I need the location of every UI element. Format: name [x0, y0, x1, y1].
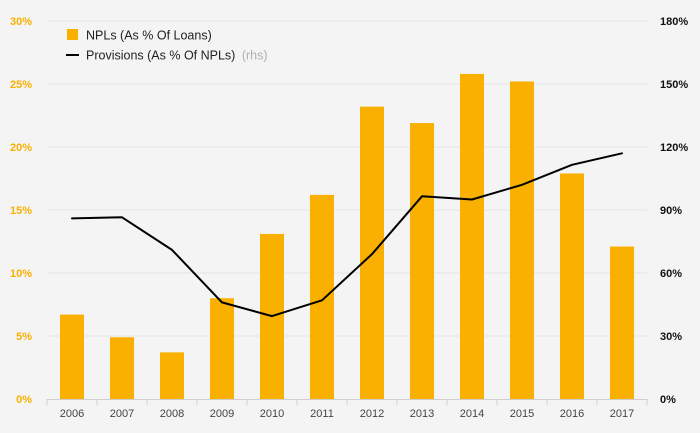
npl-bar — [210, 298, 234, 399]
y-right-tick-label: 0% — [660, 394, 676, 406]
y-left-tick-label: 25% — [10, 79, 32, 91]
legend-label-npl: NPLs (As % Of Loans) — [86, 29, 212, 43]
x-tick-label: 2011 — [310, 408, 334, 420]
x-tick-label: 2017 — [610, 408, 634, 420]
y-right-tick-label: 60% — [660, 268, 682, 280]
x-tick-label: 2013 — [410, 408, 434, 420]
x-tick-label: 2007 — [110, 408, 134, 420]
axes: 0% 5% 10% 15% 20% 25% 30% 0% 30% 60% 90% 120% 150% 18… — [10, 16, 688, 420]
provisions-line-layer — [71, 152, 623, 318]
npl-bar — [310, 194, 334, 399]
npl-bars — [60, 73, 634, 400]
npl-bar — [160, 352, 184, 399]
x-tick-label: 2010 — [260, 408, 284, 420]
x-tick-label: 2009 — [210, 408, 234, 420]
y-right-tick-label: 150% — [660, 79, 688, 91]
npl-bar — [110, 337, 134, 399]
y-left-tick-label: 10% — [10, 268, 32, 280]
npl-bar — [410, 123, 434, 399]
y-left-tick-label: 0% — [16, 394, 32, 406]
npl-bar — [510, 81, 534, 399]
y-right-tick-label: 120% — [660, 142, 688, 154]
y-left-tick-label: 15% — [10, 205, 32, 217]
npl-bar — [560, 173, 584, 399]
npl-bar — [460, 73, 484, 400]
npl-bar — [60, 314, 84, 399]
legend: NPLs (As % Of Loans) Provisions (As % Of… — [66, 29, 268, 63]
x-tick-label: 2008 — [160, 408, 184, 420]
y-left-tick-label: 20% — [10, 142, 32, 154]
x-tick-label: 2014 — [460, 408, 484, 420]
grid-lines — [47, 20, 647, 337]
legend-label-provisions-text: Provisions (As % Of NPLs) — [86, 49, 235, 63]
legend-swatch-npl — [67, 29, 78, 40]
x-tick-label: 2006 — [60, 408, 84, 420]
y-right-tick-label: 30% — [660, 331, 682, 343]
x-tick-label: 2015 — [510, 408, 534, 420]
x-tick-label: 2012 — [360, 408, 384, 420]
npl-bar — [610, 246, 634, 399]
y-left-tick-label: 5% — [16, 331, 32, 343]
y-left-tick-label: 30% — [10, 16, 32, 28]
x-tick-label: 2016 — [560, 408, 584, 420]
y-right-tick-label: 90% — [660, 205, 682, 217]
y-right-tick-label: 180% — [660, 16, 688, 28]
provisions-line — [71, 152, 623, 318]
legend-label-provisions-note: (rhs) — [242, 49, 268, 63]
legend-label-provisions: Provisions (As % Of NPLs) (rhs) — [86, 49, 268, 63]
